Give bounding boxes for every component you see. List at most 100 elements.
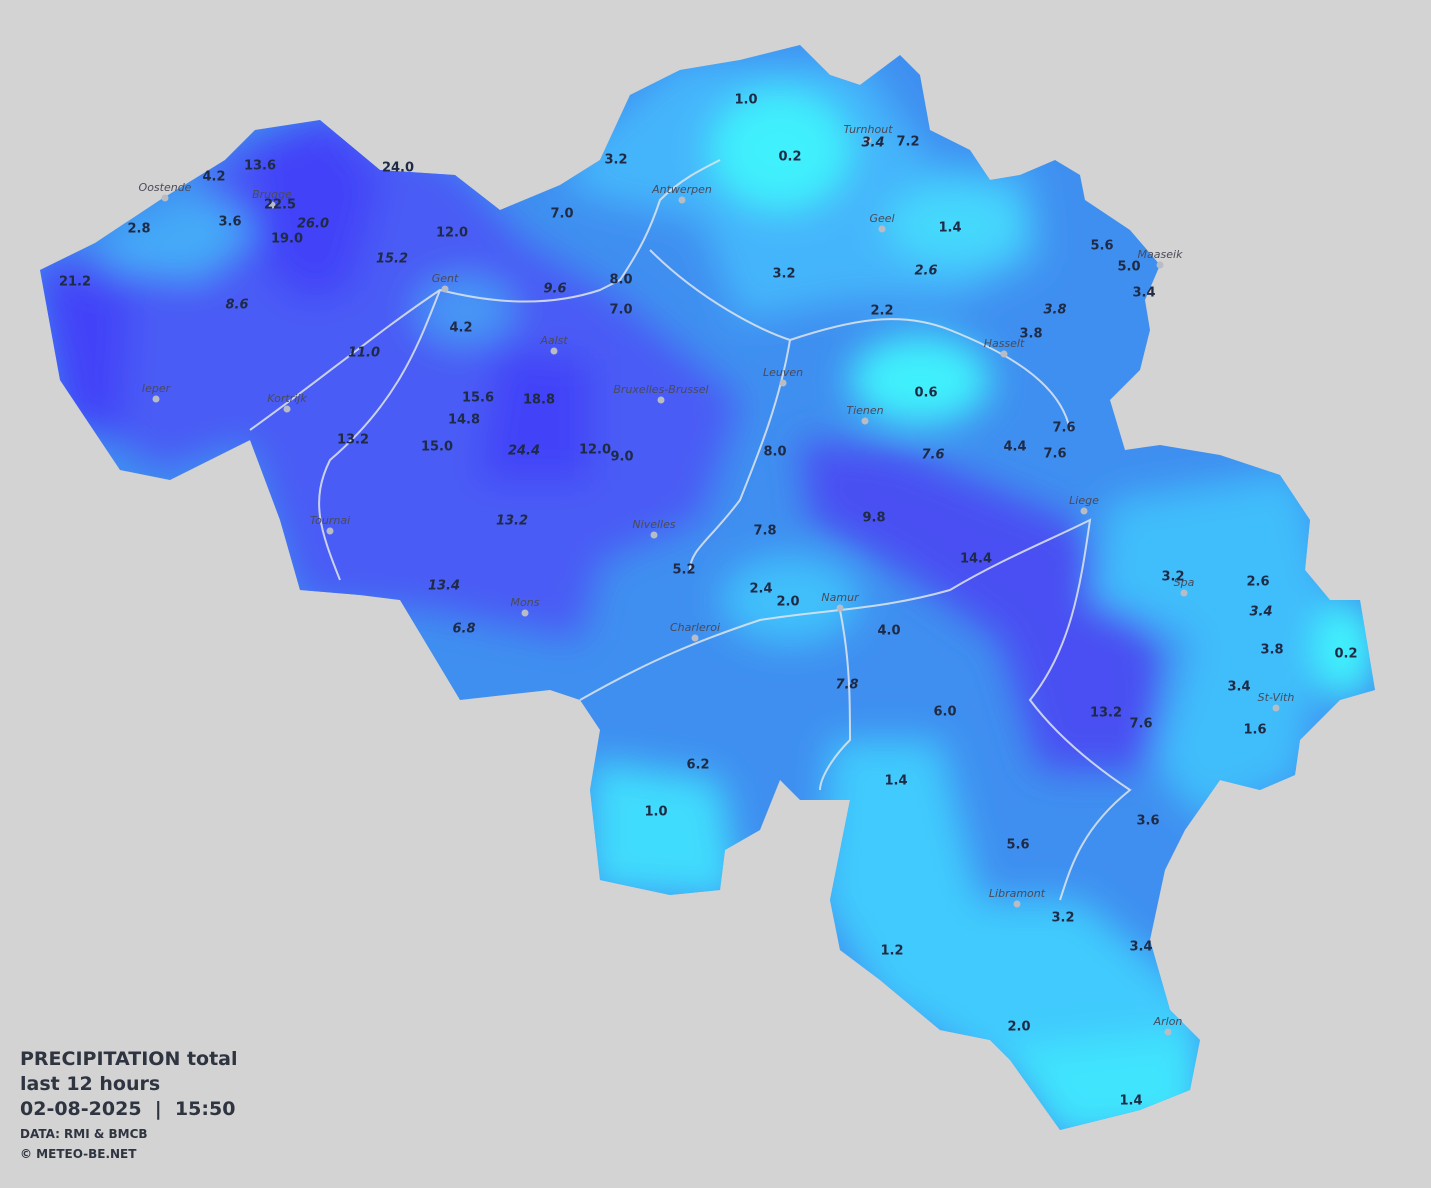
precip-value: 2.0 — [776, 595, 799, 610]
precip-value: 1.0 — [734, 93, 757, 108]
city-name: Aalst — [539, 334, 568, 347]
city-dot — [521, 609, 529, 617]
precip-value: 21.2 — [59, 275, 91, 290]
city-dot — [1013, 900, 1021, 908]
precip-value: 3.2 — [604, 153, 627, 168]
precip-value: 2.6 — [1246, 575, 1269, 590]
precip-value: 7.6 — [1052, 421, 1075, 436]
precip-value: 5.2 — [672, 563, 695, 578]
city-name: Ieper — [142, 382, 172, 395]
precip-value: 7.6 — [921, 448, 944, 463]
precip-value: 1.2 — [880, 944, 903, 959]
precip-value: 11.0 — [348, 346, 380, 361]
city-name: Brugge — [252, 188, 292, 201]
precip-value: 15.6 — [462, 391, 494, 406]
legend-source: DATA: RMI & BMCB — [20, 1127, 148, 1141]
city-name: Libramont — [989, 887, 1046, 900]
precip-value: 22.5 — [264, 198, 296, 213]
precip-value: 6.2 — [686, 758, 709, 773]
precip-value: 13.4 — [428, 579, 460, 594]
precip-value: 9.8 — [862, 511, 885, 526]
city-name: St-Vith — [1258, 691, 1295, 704]
precip-value: 3.8 — [1260, 643, 1283, 658]
precip-value: 6.0 — [933, 705, 956, 720]
precip-value: 7.2 — [896, 135, 919, 150]
city-dot — [1272, 704, 1280, 712]
city-name: Bruxelles-Brussel — [613, 383, 708, 396]
city-dot — [1080, 507, 1088, 515]
city-dot — [878, 225, 886, 233]
precip-value: 2.4 — [749, 582, 772, 597]
city-dot — [678, 196, 686, 204]
precip-value: 8.0 — [609, 273, 632, 288]
precip-value: 1.0 — [644, 805, 667, 820]
precip-value: 13.2 — [337, 433, 369, 448]
city-name: Oostende — [139, 181, 192, 194]
precip-value: 0.2 — [1334, 647, 1357, 662]
precip-value: 1.4 — [1119, 1094, 1142, 1109]
city-name: Mons — [511, 596, 540, 609]
precip-value: 13.6 — [244, 159, 276, 174]
precip-value: 3.8 — [1019, 327, 1042, 342]
precip-value: 3.2 — [772, 267, 795, 282]
city-dot — [1000, 350, 1008, 358]
city-dot — [864, 136, 872, 144]
city-layer: Oostende Brugge Gent Antwerpen Turnhout Geel M… — [139, 123, 1295, 1036]
precip-value: 15.0 — [421, 440, 453, 455]
city-dot — [836, 604, 844, 612]
precip-value: 2.8 — [127, 222, 150, 237]
city-name: Hasselt — [984, 337, 1025, 350]
precip-value: 13.2 — [1090, 706, 1122, 721]
city-dot — [1156, 261, 1164, 269]
precip-value: 5.6 — [1090, 239, 1113, 254]
value-layer: 1.0 0.2 3.4 7.2 3.2 13.6 4.2 24.0 22.526.019.0 3.… — [59, 93, 1358, 1109]
city-dot — [161, 194, 169, 202]
precip-value: 0.2 — [778, 150, 801, 165]
precip-value: 15.2 — [376, 252, 408, 267]
city-name: Gent — [432, 272, 459, 285]
city-dot — [268, 201, 276, 209]
precip-value: 7.8 — [835, 678, 858, 693]
precip-value: 4.2 — [449, 321, 472, 336]
precip-value: 9.6 — [543, 282, 566, 297]
city-name: Spa — [1174, 576, 1195, 589]
precip-value: 7.6 — [1043, 447, 1066, 462]
legend-datetime: 02-08-2025 | 15:50 — [20, 1098, 235, 1120]
legend: PRECIPITATION total last 12 hours 02-08-… — [20, 1048, 238, 1161]
precip-value: 6.8 — [452, 622, 475, 637]
precip-value: 4.4 — [1003, 440, 1026, 455]
city-dot — [283, 405, 291, 413]
precip-value: 7.8 — [753, 524, 776, 539]
precip-value: 2.0 — [1007, 1020, 1030, 1035]
precip-value: 14.4 — [960, 552, 992, 567]
legend-copyright: © METEO-BE.NET — [20, 1147, 137, 1161]
city-dot — [441, 285, 449, 293]
city-name: Kortrijk — [267, 392, 307, 405]
city-name: Charleroi — [670, 621, 720, 634]
city-name: Namur — [821, 591, 860, 604]
city-name: Turnhout — [843, 123, 893, 136]
precip-value: 14.8 — [448, 413, 480, 428]
precip-value: 13.2 — [496, 514, 528, 529]
precip-value: 8.0 — [763, 445, 786, 460]
city-dot — [861, 417, 869, 425]
precip-value: 1.4 — [884, 774, 907, 789]
precip-value: 3.4 — [1227, 680, 1250, 695]
city-name: Geel — [869, 212, 894, 225]
precip-value: 12.0 — [579, 443, 611, 458]
precip-value: 2.2 — [870, 304, 893, 319]
precip-value: 3.6 — [218, 215, 241, 230]
city-name: Nivelles — [632, 518, 675, 531]
precip-value: 7.0 — [550, 207, 573, 222]
city-name: Liege — [1069, 494, 1099, 507]
city-name: Antwerpen — [651, 183, 712, 196]
precip-value: 3.4 — [1129, 940, 1152, 955]
precip-value: 3.2 — [1051, 911, 1074, 926]
precip-value: 3.4 — [1132, 286, 1155, 301]
city-dot — [152, 395, 160, 403]
precip-value: 24.0 — [382, 161, 414, 176]
city-dot — [779, 379, 787, 387]
precip-value: 18.8 — [523, 393, 555, 408]
precip-value: 3.4 — [861, 136, 884, 151]
